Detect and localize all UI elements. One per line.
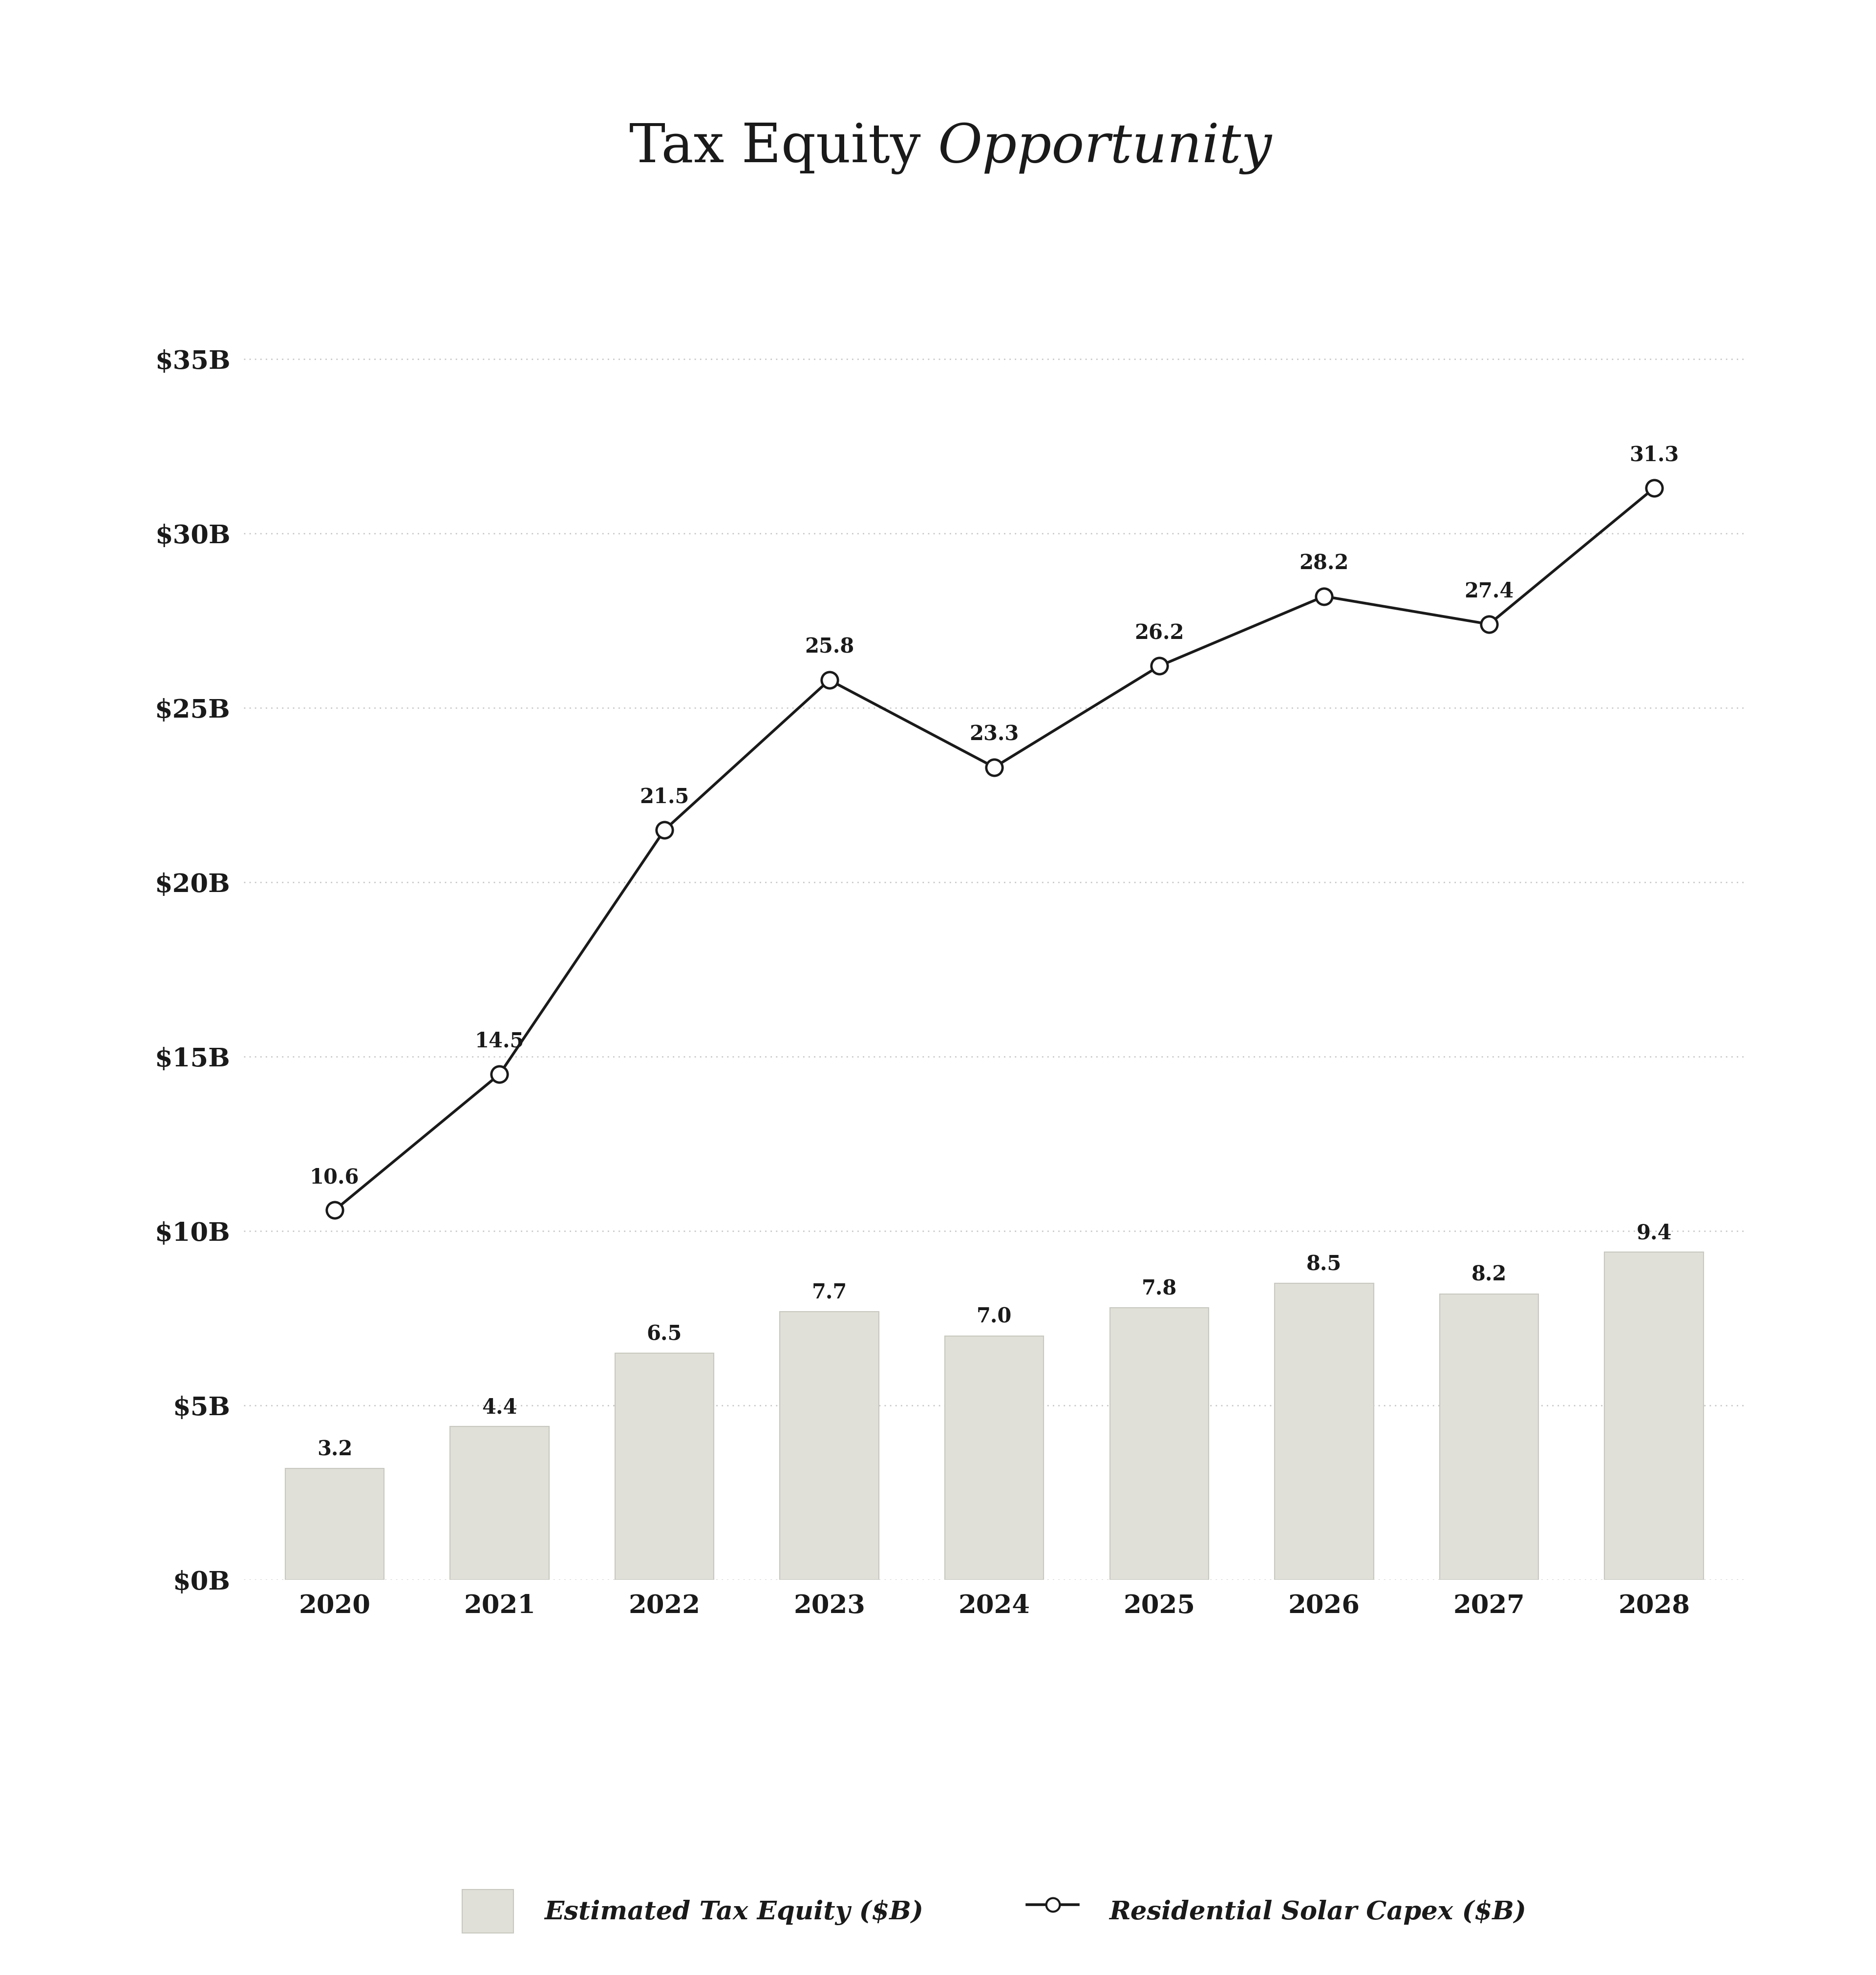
- Text: 10.6: 10.6: [310, 1167, 360, 1187]
- Bar: [450, 1426, 550, 1580]
- Text: 7.8: 7.8: [1142, 1278, 1176, 1300]
- Text: 26.2: 26.2: [1135, 622, 1184, 644]
- Text: 31.3: 31.3: [1628, 444, 1679, 466]
- Bar: [780, 1311, 878, 1580]
- Bar: [1439, 1294, 1538, 1580]
- Text: 8.5: 8.5: [1306, 1254, 1341, 1274]
- Bar: [946, 1335, 1043, 1580]
- Bar: [1111, 1307, 1208, 1580]
- Text: 27.4: 27.4: [1465, 581, 1514, 602]
- Text: 14.5: 14.5: [475, 1031, 523, 1051]
- Text: 4.4: 4.4: [482, 1396, 518, 1418]
- Legend: Estimated Tax Equity ($B), Residential Solar Capex ($B): Estimated Tax Equity ($B), Residential S…: [452, 1880, 1536, 1943]
- Text: Opportunity: Opportunity: [938, 122, 1272, 174]
- Text: 23.3: 23.3: [970, 725, 1019, 745]
- Text: 28.2: 28.2: [1300, 553, 1349, 573]
- Bar: [615, 1353, 715, 1580]
- Text: 3.2: 3.2: [317, 1440, 353, 1460]
- Text: 21.5: 21.5: [640, 786, 688, 808]
- Text: 25.8: 25.8: [805, 636, 854, 658]
- Text: Tax Equity: Tax Equity: [628, 122, 938, 174]
- Bar: [1274, 1284, 1373, 1580]
- Bar: [1604, 1252, 1703, 1580]
- Text: Tax Equity Opportunity: Tax Equity Opportunity: [617, 122, 1259, 174]
- Text: 7.0: 7.0: [977, 1307, 1011, 1327]
- Text: 9.4: 9.4: [1636, 1223, 1672, 1244]
- Text: 8.2: 8.2: [1471, 1264, 1506, 1286]
- Bar: [285, 1467, 385, 1580]
- Text: 7.7: 7.7: [812, 1282, 846, 1304]
- Text: 6.5: 6.5: [647, 1323, 683, 1345]
